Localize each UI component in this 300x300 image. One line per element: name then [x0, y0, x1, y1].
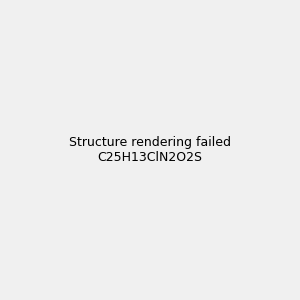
- Text: Structure rendering failed
C25H13ClN2O2S: Structure rendering failed C25H13ClN2O2S: [69, 136, 231, 164]
